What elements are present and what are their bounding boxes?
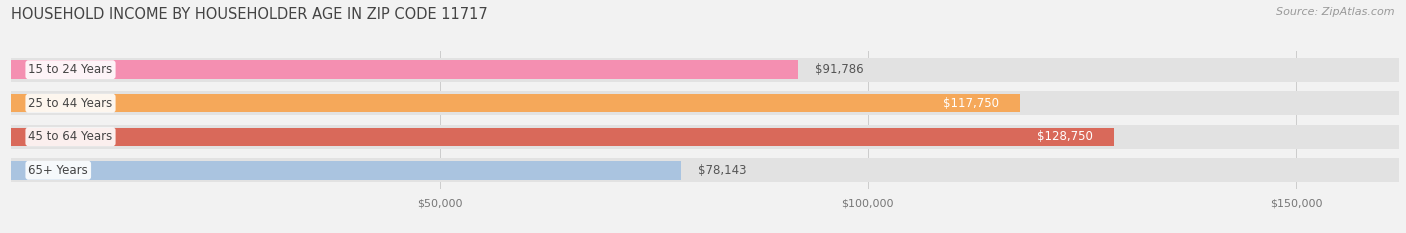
Bar xyxy=(11,91,1399,115)
Text: $91,786: $91,786 xyxy=(814,63,863,76)
Text: HOUSEHOLD INCOME BY HOUSEHOLDER AGE IN ZIP CODE 11717: HOUSEHOLD INCOME BY HOUSEHOLDER AGE IN Z… xyxy=(11,7,488,22)
Text: 65+ Years: 65+ Years xyxy=(28,164,89,177)
Bar xyxy=(11,58,1399,82)
Text: 45 to 64 Years: 45 to 64 Years xyxy=(28,130,112,143)
Text: 15 to 24 Years: 15 to 24 Years xyxy=(28,63,112,76)
Bar xyxy=(11,125,1399,149)
Text: $78,143: $78,143 xyxy=(697,164,747,177)
Bar xyxy=(11,127,1114,146)
Bar xyxy=(11,94,1019,113)
Text: $128,750: $128,750 xyxy=(1036,130,1092,143)
Bar xyxy=(11,161,681,179)
Text: 25 to 44 Years: 25 to 44 Years xyxy=(28,97,112,110)
Text: Source: ZipAtlas.com: Source: ZipAtlas.com xyxy=(1277,7,1395,17)
Bar xyxy=(11,158,1399,182)
Bar xyxy=(11,61,797,79)
Text: $117,750: $117,750 xyxy=(942,97,998,110)
